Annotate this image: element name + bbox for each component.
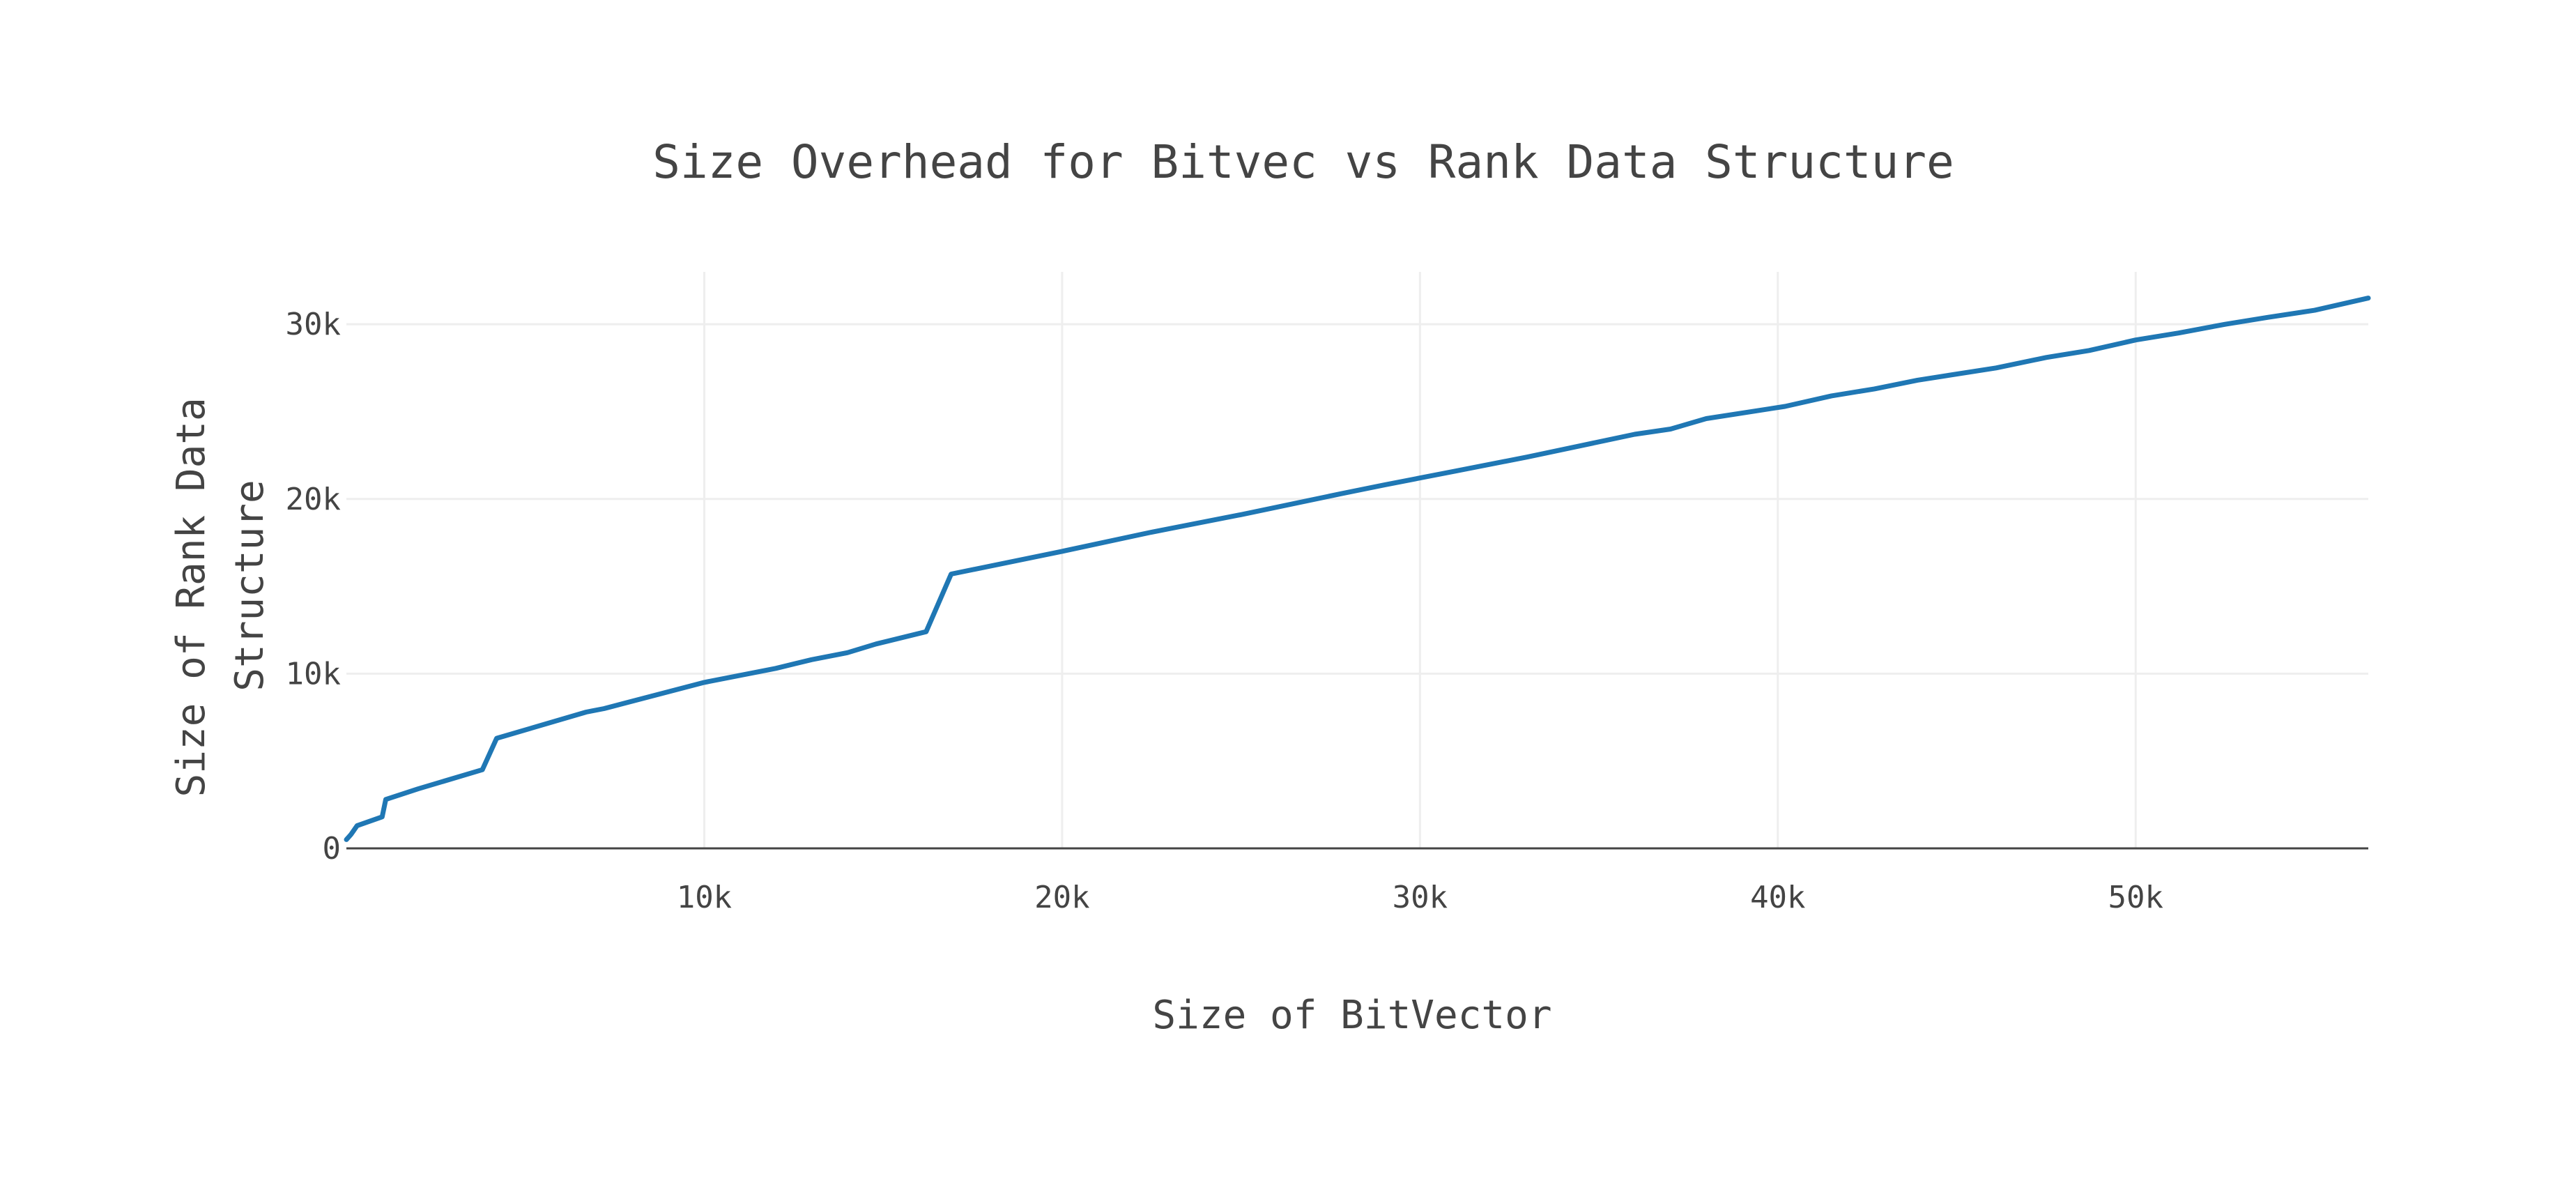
y-axis-title: Size of Rank Data Structure	[169, 374, 273, 797]
series-line	[344, 296, 2371, 842]
x-tick-label: 20k	[1034, 880, 1089, 915]
y-axis-ticks: 0 10k 20k 30k	[286, 307, 341, 866]
y-tick-label: 0	[323, 831, 342, 866]
x-axis-ticks: 10k 20k 30k 40k 50k	[677, 880, 2163, 915]
x-tick-label: 30k	[1393, 880, 1448, 915]
y-tick-label: 20k	[286, 482, 341, 517]
gridlines	[346, 272, 2368, 848]
y-tick-label: 30k	[286, 307, 341, 342]
y-axis-title-line-1: Size of Rank Data	[169, 397, 214, 797]
y-tick-label: 10k	[286, 656, 341, 692]
y-axis-title-line-2: Structure	[227, 480, 273, 691]
x-tick-label: 50k	[2108, 880, 2163, 915]
chart-title: Size Overhead for Bitvec vs Rank Data St…	[652, 135, 1954, 189]
x-tick-label: 10k	[677, 880, 732, 915]
x-tick-label: 40k	[1750, 880, 1805, 915]
x-axis-title: Size of BitVector	[1152, 993, 1551, 1038]
